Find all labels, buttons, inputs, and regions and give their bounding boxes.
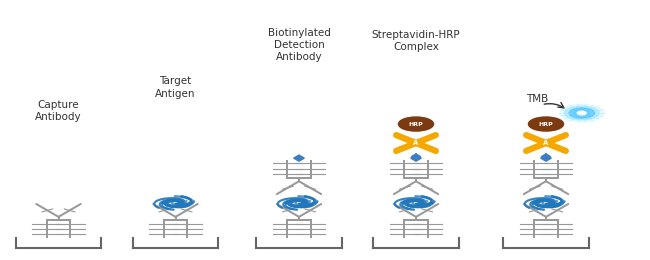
Polygon shape	[541, 155, 551, 161]
Polygon shape	[294, 155, 304, 161]
Polygon shape	[541, 154, 551, 159]
Text: HRP: HRP	[409, 121, 423, 127]
Circle shape	[577, 111, 586, 115]
Text: A: A	[543, 140, 549, 146]
Circle shape	[560, 104, 604, 122]
Text: Biotinylated
Detection
Antibody: Biotinylated Detection Antibody	[268, 28, 330, 62]
Text: Capture
Antibody: Capture Antibody	[35, 100, 82, 122]
Text: A: A	[413, 140, 419, 146]
Text: Target
Antigen: Target Antigen	[155, 76, 196, 99]
Circle shape	[573, 110, 590, 116]
Circle shape	[569, 108, 595, 118]
Text: HRP: HRP	[539, 121, 553, 127]
Text: TMB: TMB	[526, 94, 549, 104]
Circle shape	[564, 106, 599, 120]
Circle shape	[398, 117, 434, 131]
Text: Streptavidin-HRP
Complex: Streptavidin-HRP Complex	[372, 30, 460, 52]
Polygon shape	[411, 155, 421, 161]
Polygon shape	[411, 154, 421, 159]
Circle shape	[528, 117, 564, 131]
